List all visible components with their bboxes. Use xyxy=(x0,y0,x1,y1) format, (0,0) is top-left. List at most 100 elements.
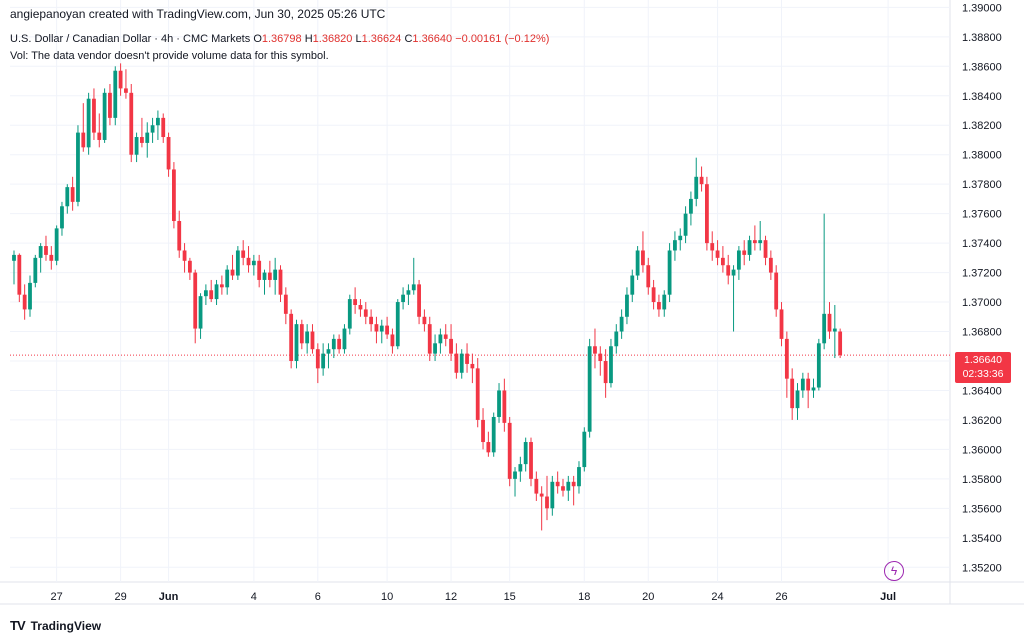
candle xyxy=(752,225,757,251)
candle xyxy=(481,408,485,450)
candle-body xyxy=(683,213,688,236)
candle xyxy=(353,287,358,314)
candle-body xyxy=(566,481,571,491)
candle xyxy=(641,231,645,273)
y-tick-label: 1.38200 xyxy=(962,120,1002,132)
candle-body xyxy=(742,250,747,255)
candle-body xyxy=(763,240,768,258)
candle xyxy=(598,346,603,376)
y-tick-label: 1.35800 xyxy=(962,474,1002,486)
candle xyxy=(92,88,96,140)
candle xyxy=(449,324,453,361)
candle-body xyxy=(577,467,581,487)
candle-body xyxy=(816,343,821,388)
candle-body xyxy=(561,486,565,491)
candle xyxy=(694,157,699,207)
candle-body xyxy=(251,260,256,266)
candle-body xyxy=(177,221,182,251)
y-tick-label: 1.38000 xyxy=(962,150,1002,162)
candle-body xyxy=(70,187,75,202)
candle xyxy=(294,319,299,369)
candle-body xyxy=(22,294,27,310)
candle xyxy=(262,269,267,295)
candle xyxy=(667,243,672,303)
candle-body xyxy=(422,316,427,325)
low-value: 1.36624 xyxy=(361,33,402,45)
candle-body xyxy=(689,198,693,214)
candle xyxy=(417,279,421,325)
candle xyxy=(44,235,48,261)
candle-body xyxy=(774,272,779,310)
candle xyxy=(422,309,427,332)
candle-body xyxy=(427,324,432,354)
x-tick-label: 4 xyxy=(251,591,257,603)
candle-body xyxy=(758,240,763,244)
y-tick-label: 1.37200 xyxy=(962,268,1002,280)
y-tick-label: 1.36800 xyxy=(962,327,1002,339)
candle xyxy=(193,269,198,344)
tradingview-brand[interactable]: TV TradingView xyxy=(10,618,101,633)
candle-body xyxy=(331,338,336,350)
candle xyxy=(577,461,581,494)
candle-body xyxy=(342,328,347,350)
candle-body xyxy=(790,378,795,409)
candle xyxy=(406,284,411,305)
candle-body xyxy=(475,368,480,420)
candle xyxy=(545,475,549,521)
candle xyxy=(838,328,843,359)
candle xyxy=(529,437,533,487)
lightning-icon[interactable]: ϟ xyxy=(884,561,904,581)
candle-body xyxy=(49,254,54,261)
candle-body xyxy=(38,246,43,258)
candle-body xyxy=(593,346,597,354)
candle-body xyxy=(273,269,278,280)
candle-body xyxy=(150,125,155,133)
candle xyxy=(187,257,192,280)
candle-body xyxy=(230,269,235,276)
candle xyxy=(555,471,560,494)
y-tick-label: 1.39000 xyxy=(962,2,1002,14)
candle-body xyxy=(827,313,832,332)
candle xyxy=(758,221,763,251)
y-tick-label: 1.37000 xyxy=(962,297,1002,309)
candle-body xyxy=(571,481,576,487)
candle xyxy=(609,338,613,388)
candle-body xyxy=(646,265,651,288)
x-tick-label: 18 xyxy=(578,591,590,603)
candle-body xyxy=(337,338,342,350)
candle xyxy=(454,343,459,379)
candle-body xyxy=(657,302,661,310)
candle xyxy=(816,338,821,391)
candle-body xyxy=(523,442,528,465)
high-value: 1.36820 xyxy=(312,33,353,45)
candle xyxy=(593,328,597,369)
candle-body xyxy=(720,257,725,266)
candle-body xyxy=(326,349,331,354)
open-value: 1.36798 xyxy=(261,33,302,45)
candle xyxy=(342,324,347,354)
candle-body xyxy=(736,250,741,270)
candle-body xyxy=(294,324,299,361)
candle xyxy=(491,412,496,457)
candle xyxy=(486,431,491,457)
symbol-title[interactable]: U.S. Dollar / Canadian Dollar · 4h · CMC… xyxy=(10,33,251,45)
candle xyxy=(305,324,310,354)
candle xyxy=(726,254,731,285)
candle xyxy=(715,240,720,266)
candle-body xyxy=(454,353,459,373)
candle xyxy=(832,304,837,359)
y-tick-label: 1.37800 xyxy=(962,179,1002,191)
candle-body xyxy=(667,250,672,295)
candle xyxy=(582,427,587,472)
x-tick-label: 27 xyxy=(51,591,63,603)
candle-body xyxy=(822,313,827,344)
x-tick-label: 20 xyxy=(642,591,654,603)
candle-body xyxy=(225,269,230,288)
candle-body xyxy=(806,378,811,391)
candle-body xyxy=(513,471,517,479)
candle-body xyxy=(108,92,112,118)
candle xyxy=(235,246,240,280)
time-axis: 27 29 Jun 4 6 10 12 15 18 20 24 26 Jul xyxy=(51,591,897,603)
